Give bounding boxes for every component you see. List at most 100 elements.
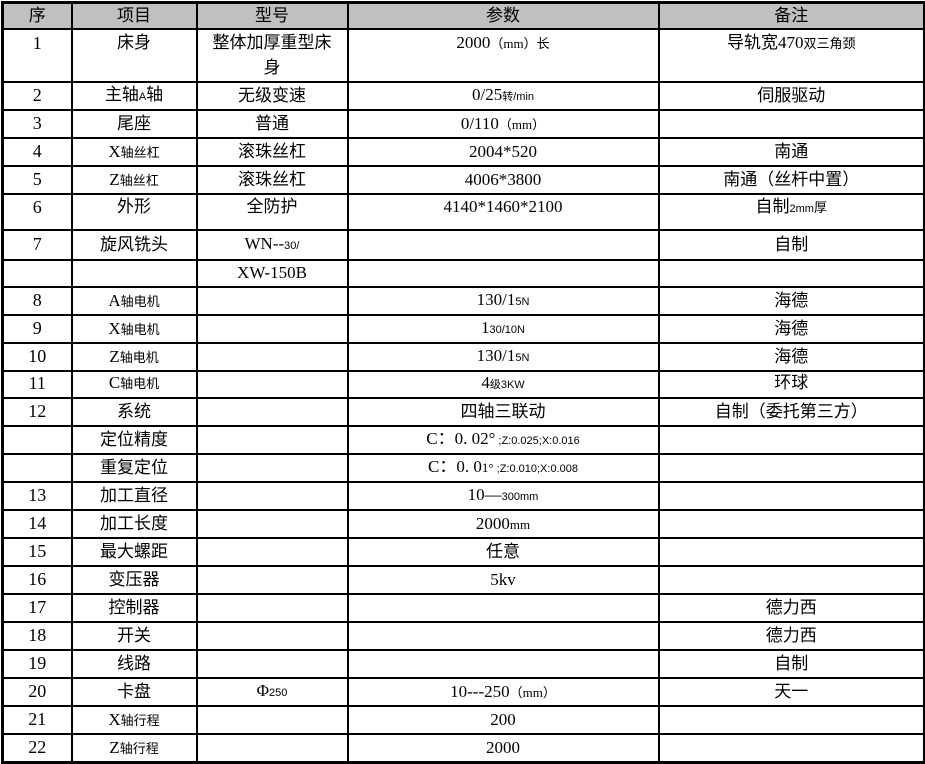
cell-text-segment: Z [109, 737, 120, 757]
cell-text: 5kv [490, 569, 516, 589]
cell-model [195, 286, 349, 316]
cell-text: 重复定位 [100, 457, 168, 477]
cell-param: 200 [346, 705, 660, 735]
cell-text-segment: 轴电机 [119, 349, 159, 365]
cell-item: A轴电机 [70, 286, 198, 316]
cell-text: 加工直径 [100, 485, 168, 505]
cell-model [195, 370, 349, 399]
cell-text: 海德 [774, 290, 809, 310]
cell-text-segment: 0/110 [460, 113, 499, 133]
cell-model [195, 397, 349, 427]
cell-note: 海德 [657, 286, 925, 316]
cell-text-segment: mm [509, 516, 531, 532]
cell-no: 4 [1, 137, 73, 167]
cell-text-segment: （mm）长 [490, 36, 550, 51]
table-row: 17 控制器 德力西 [1, 593, 925, 623]
cell-note: 伺服驱动 [657, 81, 925, 111]
cell-model [195, 565, 349, 595]
cell-text: 线路 [117, 653, 151, 673]
cell-model [195, 733, 349, 764]
cell-no: 15 [1, 537, 73, 567]
cell-model [195, 425, 349, 455]
cell-no: 22 [1, 733, 73, 764]
cell-param: C：0. 01° ;Z:0.010;X:0.008 [346, 453, 660, 483]
cell-no: 18 [1, 621, 73, 651]
cell-note: 天一 [657, 677, 925, 707]
cell-item: 尾座 [70, 109, 198, 139]
cell-text: 开关 [117, 625, 151, 645]
cell-text: 南通 [774, 141, 809, 161]
cell-text: 海德 [774, 318, 809, 338]
table-row: 4 X轴丝杠 滚珠丝杠 2004*520 南通 [1, 137, 925, 167]
cell-note: 自制 [657, 649, 925, 679]
cell-note: 自制 [657, 229, 925, 261]
cell-text-segment: X [108, 318, 121, 338]
cell-note: 海德 [657, 314, 925, 344]
cell-text-segment: 1 [481, 318, 490, 337]
cell-text: 2004*520 [469, 141, 537, 161]
table-row: 21 X轴行程 200 [1, 705, 925, 735]
cell-text: 16 [28, 569, 47, 589]
cell-text: 海德 [774, 346, 809, 366]
cell-note: 自制（委托第三方） [657, 397, 925, 427]
cell-item: 加工长度 [70, 509, 198, 539]
cell-param: 130/15N [346, 342, 660, 372]
cell-text: 9 [32, 318, 42, 338]
cell-text: 7 [32, 234, 42, 254]
cell-text-segment: 130/1 [476, 290, 516, 309]
table-row: 7 旋风铣头 WN--30/自制 [1, 229, 925, 261]
cell-text-segment: 5N [515, 296, 530, 308]
cell-param: 2000（mm）长 [346, 28, 660, 83]
cell-param: 2004*520 [346, 137, 660, 167]
cell-text: 普通 [255, 113, 289, 133]
cell-text: XW-150B [237, 263, 307, 282]
cell-text: 4140*1460*2100 [443, 197, 563, 216]
cell-param: 2000 [346, 733, 660, 764]
table-row: 3 尾座 普通 0/110（mm） [1, 109, 925, 139]
cell-text-segment: A [138, 91, 147, 103]
cell-text-segment: 5N [515, 352, 530, 364]
cell-text: 2 [32, 85, 42, 105]
cell-text-segment: 厚 [813, 200, 827, 215]
cell-item: 加工直径 [70, 481, 198, 511]
cell-text-segment: 整体加厚重型床 [212, 33, 332, 52]
cell-no: 6 [1, 193, 73, 231]
cell-no: 5 [1, 165, 73, 195]
cell-text: 11 [28, 373, 46, 391]
column-header-item: 项目 [70, 1, 198, 30]
cell-text: 22 [28, 737, 47, 757]
cell-note: 南通（丝杆中置） [657, 165, 925, 195]
cell-text: 3 [32, 113, 42, 133]
column-header-no: 序 [1, 1, 73, 30]
column-header-note: 备注 [657, 1, 925, 30]
cell-no [1, 453, 73, 483]
cell-text-segment: 轴电机 [120, 321, 160, 337]
cell-note [657, 705, 925, 735]
table-row: 8 A轴电机 130/15N 海德 [1, 286, 925, 316]
cell-no [1, 259, 73, 288]
cell-text-segment: 导轨宽470 [726, 33, 804, 52]
cell-no: 20 [1, 677, 73, 707]
table-row: 定位精度 C：0. 02° ;Z:0.025;X:0.016 [1, 425, 925, 455]
table-row: 15 最大螺距 任意 [1, 537, 925, 567]
header-row: 序 项目 型号 参数 备注 [1, 1, 925, 30]
cell-text: 1 [32, 33, 42, 53]
cell-note [657, 537, 925, 567]
table-row: 18 开关 德力西 [1, 621, 925, 651]
cell-text: 15 [28, 541, 47, 561]
cell-text-segment: 轴电机 [120, 376, 160, 391]
cell-text: 环球 [774, 373, 809, 391]
cell-no: 13 [1, 481, 73, 511]
cell-no: 3 [1, 109, 73, 139]
cell-param: 130/10N [346, 314, 660, 344]
cell-text-segment: （mm） [498, 116, 546, 132]
cell-text: 加工长度 [100, 513, 168, 533]
cell-text-segment: ;Z:0.010;X:0.008 [493, 463, 578, 475]
cell-text: 外形 [117, 197, 151, 216]
cell-text: 滚珠丝杠 [238, 169, 306, 189]
cell-item: Z轴行程 [70, 733, 198, 764]
cell-note: 海德 [657, 342, 925, 372]
cell-no: 11 [1, 370, 73, 399]
cell-text: 四轴三联动 [460, 401, 546, 421]
cell-text: 任意 [486, 541, 520, 561]
